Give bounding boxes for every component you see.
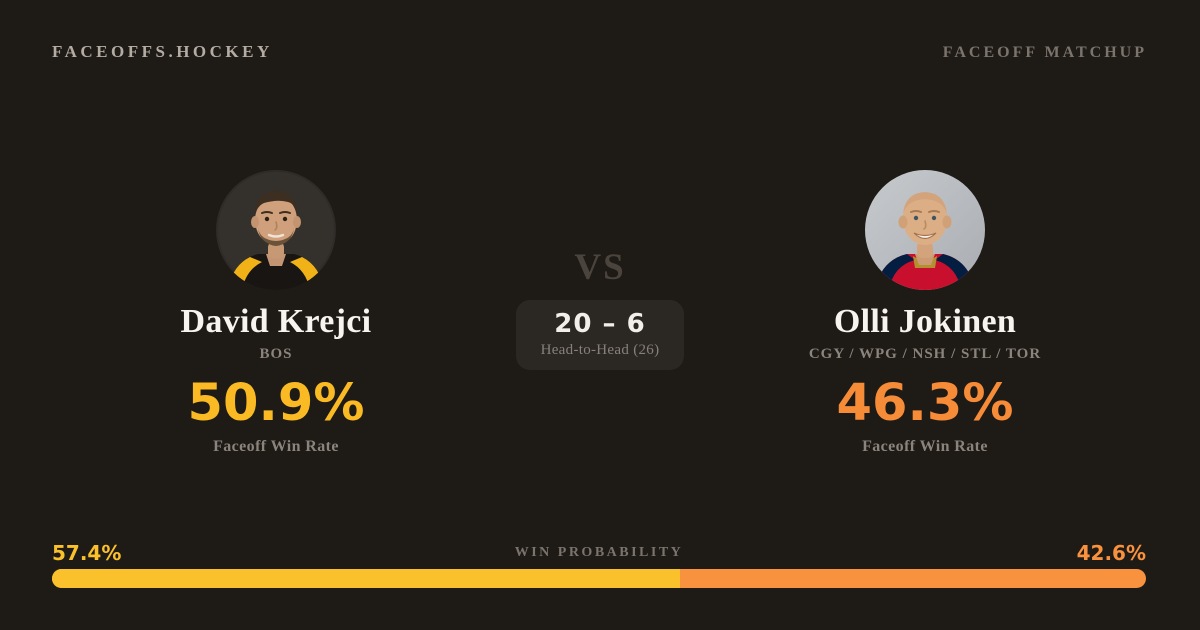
player-card-right: Olli Jokinen CGY / WPG / NSH / STL / TOR… (755, 170, 1095, 456)
win-rate-label-left: Faceoff Win Rate (213, 438, 339, 456)
win-probability-title: WIN PROBABILITY (514, 545, 684, 560)
david-krejci-photo-icon (216, 170, 336, 290)
win-rate-left: 50.9% (187, 374, 365, 434)
avatar-left (216, 170, 336, 290)
win-probability-labels: 57.4% WIN PROBABILITY 42.6% (52, 541, 1146, 565)
win-rate-right: 46.3% (836, 374, 1014, 434)
site-brand: FACEOFFS.HOCKEY (52, 42, 273, 61)
player-name-left: David Krejci (180, 303, 372, 340)
avatar-right (865, 170, 985, 290)
center-column: VS 20 – 6 Head-to-Head (26) (450, 249, 750, 370)
head-to-head-score: 20 – 6 (554, 309, 646, 339)
header: FACEOFFS.HOCKEY FACEOFF MATCHUP (52, 42, 1147, 62)
player-name-right: Olli Jokinen (833, 303, 1017, 340)
win-probability-right-value: 42.6% (1076, 541, 1146, 565)
vs-label: VS (574, 247, 626, 288)
head-to-head-box: 20 – 6 Head-to-Head (26) (515, 300, 685, 370)
win-probability-bar (52, 569, 1146, 588)
olli-jokinen-photo-icon (865, 170, 985, 290)
win-probability-left-value: 57.4% (52, 541, 122, 565)
player-teams-left: BOS (259, 346, 293, 363)
win-probability-bar-left-fill (52, 569, 680, 588)
matchup-type-label: FACEOFF MATCHUP (942, 44, 1147, 61)
head-to-head-label: Head-to-Head (26) (540, 341, 660, 358)
player-teams-right: CGY / WPG / NSH / STL / TOR (808, 346, 1042, 363)
win-rate-label-right: Faceoff Win Rate (862, 438, 988, 456)
player-card-left: David Krejci BOS 50.9% Faceoff Win Rate (106, 170, 446, 456)
